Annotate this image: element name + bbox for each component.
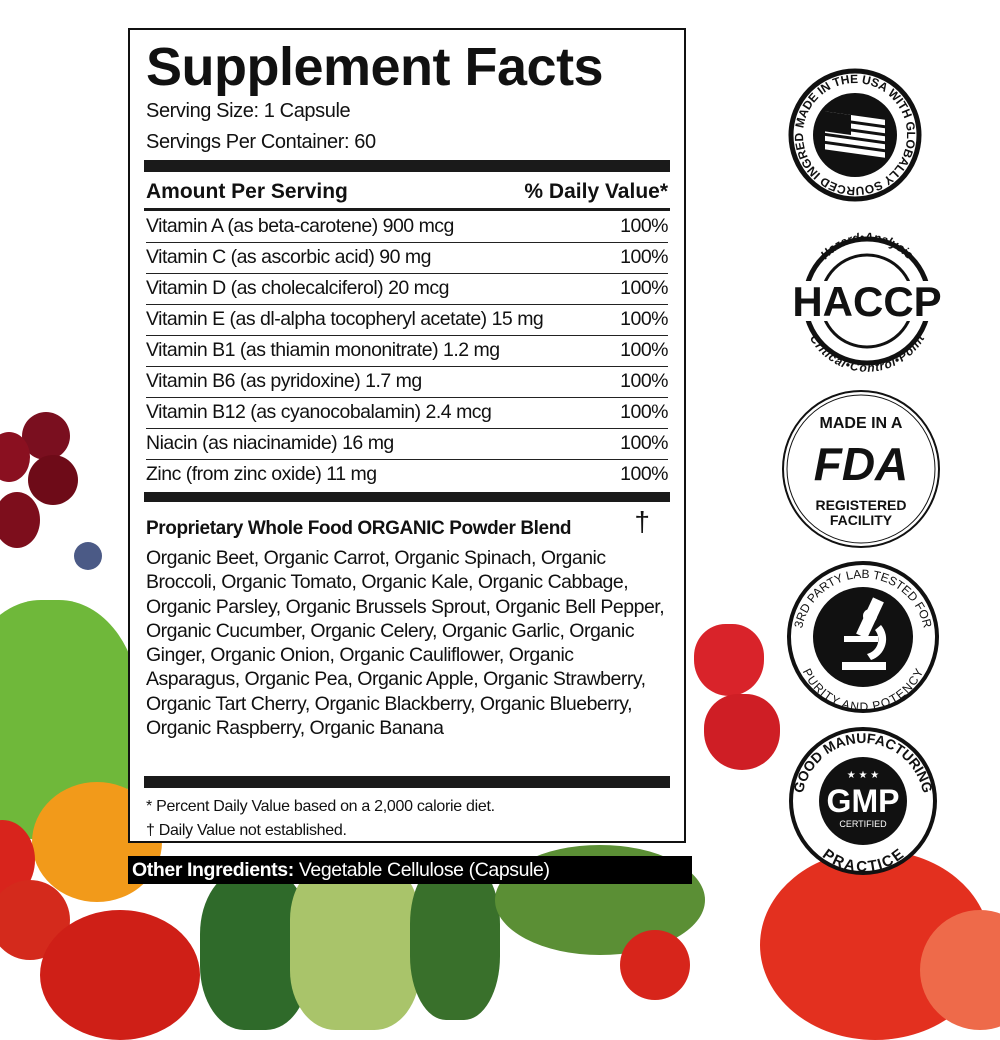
daily-value-header: % Daily Value*	[524, 180, 668, 203]
haccp-main-text: HACCP	[792, 278, 941, 325]
nutrient-name: Niacin (as niacinamide) 16 mg	[146, 432, 394, 454]
nutrient-row: Vitamin B6 (as pyridoxine) 1.7 mg 100%	[146, 366, 668, 398]
cherry	[22, 412, 70, 460]
other-ingredients-label: Other Ingredients:	[132, 859, 294, 881]
amount-per-serving-header: Amount Per Serving	[146, 180, 348, 203]
other-ingredients-value: Vegetable Cellulose (Capsule)	[293, 859, 550, 881]
supplement-facts-panel: Supplement Facts Serving Size: 1 Capsule…	[128, 28, 686, 843]
blend-ingredients: Organic Beet, Organic Carrot, Organic Sp…	[146, 547, 665, 740]
panel-title: Supplement Facts	[146, 37, 604, 97]
nutrient-row: Niacin (as niacinamide) 16 mg 100%	[146, 428, 668, 460]
tomato	[40, 910, 200, 1040]
servings-per-container: Servings Per Container: 60	[146, 131, 376, 153]
gmp-stars: ★ ★ ★	[847, 770, 879, 781]
blend-dagger: †	[634, 506, 650, 537]
microscope-icon	[842, 597, 887, 670]
nutrient-name: Vitamin E (as dl-alpha tocopheryl acetat…	[146, 308, 544, 330]
us-flag-icon	[825, 111, 885, 158]
zucchini	[290, 860, 420, 1030]
nutrient-row: Vitamin D (as cholecalciferol) 20 mcg 100…	[146, 273, 668, 305]
nutrient-row: Vitamin B1 (as thiamin mononitrate) 1.2 …	[146, 335, 668, 367]
blend-title: Proprietary Whole Food ORGANIC Powder Bl…	[146, 518, 572, 539]
strawberry	[704, 694, 780, 770]
made-in-usa-badge: MADE IN THE USA WITH GLOBALLY SOURCED IN…	[780, 60, 922, 202]
nutrient-row: Vitamin C (as ascorbic acid) 90 mg 100%	[146, 242, 668, 274]
cherry-tomato	[620, 930, 690, 1000]
fda-facility-text: FACILITY	[830, 512, 893, 528]
nutrient-row: Vitamin A (as beta-carotene) 900 mcg 100%	[146, 211, 668, 243]
nutrient-name: Vitamin C (as ascorbic acid) 90 mg	[146, 246, 432, 268]
third-party-lab-tested-badge: 3RD PARTY LAB TESTED FOR PURITY AND POTE…	[787, 561, 939, 714]
nutrient-daily-value: 100%	[620, 215, 668, 237]
divider	[144, 208, 670, 211]
nutrient-daily-value: 100%	[620, 308, 668, 330]
other-ingredients: Other Ingredients: Vegetable Cellulose (…	[128, 856, 692, 884]
nutrient-daily-value: 100%	[620, 370, 668, 392]
fda-registered-text: REGISTERED	[815, 497, 906, 513]
gmp-main-text: GMP	[827, 783, 900, 819]
nutrient-row: Vitamin E (as dl-alpha tocopheryl acetat…	[146, 304, 668, 336]
thick-divider	[144, 492, 670, 502]
nutrient-daily-value: 100%	[620, 246, 668, 268]
nutrient-daily-value: 100%	[620, 339, 668, 361]
footnote-daily-value: * Percent Daily Value based on a 2,000 c…	[146, 798, 495, 815]
nutrient-name: Zinc (from zinc oxide) 11 mg	[146, 463, 377, 485]
nutrient-name: Vitamin B12 (as cyanocobalamin) 2.4 mcg	[146, 401, 492, 423]
fda-top-text: MADE IN A	[820, 415, 903, 432]
cherry	[28, 455, 78, 505]
nutrient-daily-value: 100%	[620, 463, 668, 485]
serving-size: Serving Size: 1 Capsule	[146, 100, 351, 122]
haccp-badge: Hazard•Analysis HACCP Critical•Control•P…	[782, 230, 952, 375]
nutrient-name: Vitamin B6 (as pyridoxine) 1.7 mg	[146, 370, 422, 392]
nutrient-daily-value: 100%	[620, 277, 668, 299]
blueberry	[74, 542, 102, 570]
fda-badge: MADE IN A FDA REGISTERED FACILITY	[782, 390, 940, 548]
gmp-certified-text: CERTIFIED	[839, 819, 887, 829]
nutrient-daily-value: 100%	[620, 401, 668, 423]
fda-logo-text: FDA	[814, 438, 909, 490]
nutrient-name: Vitamin A (as beta-carotene) 900 mcg	[146, 215, 454, 237]
nutrient-row: Zinc (from zinc oxide) 11 mg 100%	[146, 459, 668, 490]
nutrient-name: Vitamin B1 (as thiamin mononitrate) 1.2 …	[146, 339, 500, 361]
gmp-badge: GOOD MANUFACTURING ★ ★ ★ GMP CERTIFIED P…	[789, 727, 937, 876]
nutrient-row: Vitamin B12 (as cyanocobalamin) 2.4 mcg 1…	[146, 397, 668, 429]
strawberry	[694, 624, 764, 696]
cucumber	[410, 860, 500, 1020]
footnote-not-established: † Daily Value not established.	[146, 822, 347, 839]
cherry	[0, 492, 40, 548]
nutrient-name: Vitamin D (as cholecalciferol) 20 mcg	[146, 277, 450, 299]
nutrient-daily-value: 100%	[620, 432, 668, 454]
thick-divider	[144, 776, 670, 788]
thick-divider	[144, 160, 670, 172]
